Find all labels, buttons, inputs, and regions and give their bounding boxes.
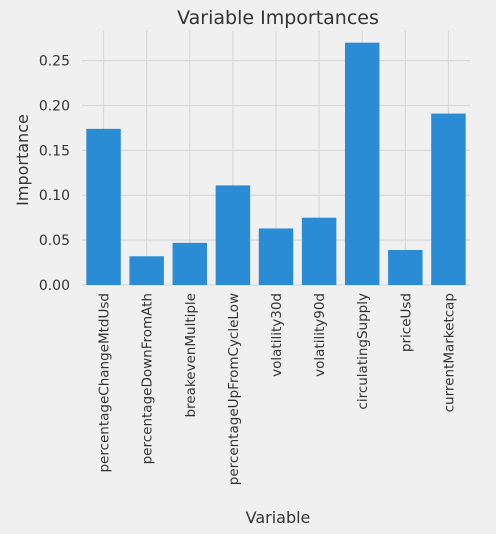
x-tick-label: circulatingSupply [355, 293, 371, 410]
x-tick-label: priceUsd [398, 293, 414, 352]
y-tick-label: 0.25 [39, 54, 70, 70]
y-tick-label: 0.10 [39, 188, 70, 204]
bar-circulatingSupply [344, 42, 380, 285]
bar-breakevenMultiple [172, 242, 208, 285]
bar-volatility90d [301, 217, 337, 285]
bar-priceUsd [388, 249, 423, 285]
y-tick-label: 0.15 [39, 143, 70, 159]
bar-currentMarketcap [431, 113, 466, 285]
x-tick-labels: percentageChangeMtdUsd percentageDownFrom… [97, 293, 458, 485]
y-tick-label: 0.05 [39, 233, 70, 249]
x-axis-label: Variable [246, 508, 311, 527]
bar-percentageDownFromAth [129, 256, 164, 285]
x-tick-label: volatility30d [269, 293, 285, 377]
bar-percentageChangeMtdUsd [86, 128, 121, 285]
bars-layer [86, 42, 466, 285]
bar-volatility30d [258, 228, 294, 285]
y-axis-label: Importance [13, 114, 32, 206]
y-tick-labels: 0.00 0.05 0.10 0.15 0.20 0.25 [39, 54, 70, 294]
x-tick-label: currentMarketcap [441, 293, 457, 412]
x-tick-label: percentageDownFromAth [140, 293, 156, 464]
x-tick-label: volatility90d [312, 293, 328, 377]
x-tick-label: percentageUpFromCycleLow [226, 293, 242, 485]
y-tick-label: 0.00 [39, 278, 70, 294]
x-tick-label: percentageChangeMtdUsd [97, 293, 113, 473]
x-tick-label: breakevenMultiple [183, 293, 199, 418]
bar-percentageUpFromCycleLow [215, 185, 251, 285]
chart-title: Variable Importances [177, 7, 379, 29]
y-tick-label: 0.20 [39, 98, 70, 114]
